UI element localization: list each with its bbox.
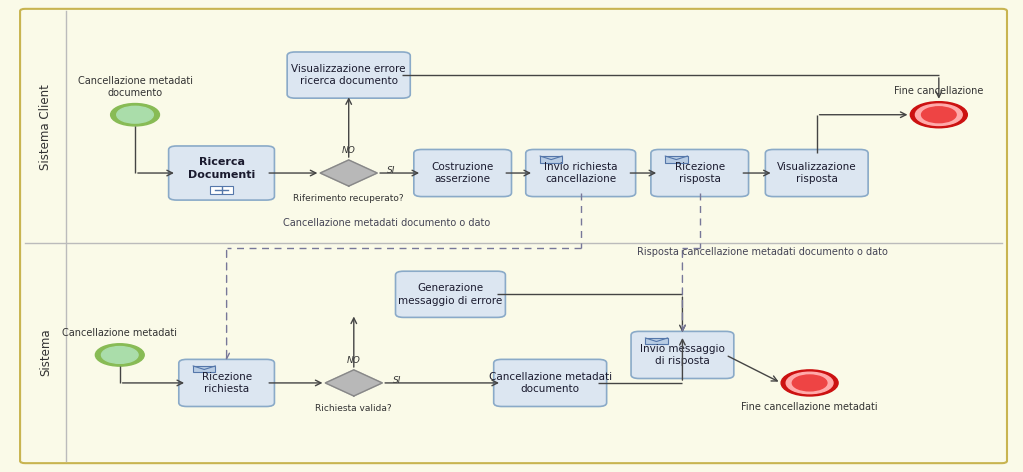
FancyBboxPatch shape bbox=[526, 150, 635, 196]
Text: Risposta cancellazione metadati documento o dato: Risposta cancellazione metadati document… bbox=[637, 247, 888, 257]
Circle shape bbox=[922, 107, 957, 123]
FancyBboxPatch shape bbox=[20, 9, 1007, 463]
FancyBboxPatch shape bbox=[414, 150, 512, 196]
Circle shape bbox=[117, 106, 153, 123]
Text: Invio messaggio
di risposta: Invio messaggio di risposta bbox=[640, 344, 725, 366]
Circle shape bbox=[101, 346, 138, 363]
Text: Generazione
messaggio di errore: Generazione messaggio di errore bbox=[398, 283, 502, 305]
Text: Cancellazione metadati: Cancellazione metadati bbox=[62, 328, 177, 338]
FancyBboxPatch shape bbox=[646, 338, 668, 345]
FancyBboxPatch shape bbox=[287, 52, 410, 98]
Text: NO: NO bbox=[347, 356, 361, 365]
Text: Richiesta valida?: Richiesta valida? bbox=[315, 405, 392, 413]
Text: Visualizzazione errore
ricerca documento: Visualizzazione errore ricerca documento bbox=[292, 64, 406, 86]
Text: Ricerca
Documenti: Ricerca Documenti bbox=[188, 157, 255, 179]
FancyBboxPatch shape bbox=[193, 366, 216, 372]
FancyBboxPatch shape bbox=[211, 186, 232, 194]
Text: Ricezione
risposta: Ricezione risposta bbox=[674, 162, 724, 184]
Circle shape bbox=[782, 370, 838, 396]
FancyBboxPatch shape bbox=[494, 359, 607, 406]
Text: SI: SI bbox=[388, 166, 396, 175]
Text: Cancellazione metadati
documento: Cancellazione metadati documento bbox=[78, 76, 192, 98]
Text: Fine cancellazione metadati: Fine cancellazione metadati bbox=[742, 402, 878, 412]
Text: Visualizzazione
risposta: Visualizzazione risposta bbox=[776, 162, 856, 184]
Text: Costruzione
asserzione: Costruzione asserzione bbox=[432, 162, 494, 184]
FancyBboxPatch shape bbox=[179, 359, 274, 406]
Circle shape bbox=[916, 104, 963, 126]
Text: Invio richiesta
cancellazione: Invio richiesta cancellazione bbox=[544, 162, 618, 184]
Circle shape bbox=[787, 372, 833, 394]
FancyBboxPatch shape bbox=[631, 331, 733, 379]
Text: Fine cancellazione: Fine cancellazione bbox=[894, 86, 983, 96]
FancyBboxPatch shape bbox=[540, 156, 563, 162]
FancyBboxPatch shape bbox=[169, 146, 274, 200]
Text: Riferimento recuperato?: Riferimento recuperato? bbox=[294, 194, 404, 203]
Text: Sistema Client: Sistema Client bbox=[39, 84, 52, 170]
FancyBboxPatch shape bbox=[396, 271, 505, 317]
Text: Cancellazione metadati
documento: Cancellazione metadati documento bbox=[489, 372, 612, 394]
Polygon shape bbox=[325, 370, 383, 396]
Text: SI: SI bbox=[393, 376, 401, 385]
Text: Ricezione
richiesta: Ricezione richiesta bbox=[202, 372, 252, 394]
Circle shape bbox=[793, 375, 827, 391]
Polygon shape bbox=[320, 160, 377, 186]
Circle shape bbox=[910, 101, 968, 128]
FancyBboxPatch shape bbox=[651, 150, 749, 196]
Text: NO: NO bbox=[342, 146, 356, 155]
Circle shape bbox=[95, 344, 144, 366]
Circle shape bbox=[110, 103, 160, 126]
Text: Sistema: Sistema bbox=[39, 328, 52, 376]
FancyBboxPatch shape bbox=[665, 156, 687, 162]
Text: Cancellazione metadati documento o dato: Cancellazione metadati documento o dato bbox=[282, 218, 490, 228]
FancyBboxPatch shape bbox=[765, 150, 869, 196]
